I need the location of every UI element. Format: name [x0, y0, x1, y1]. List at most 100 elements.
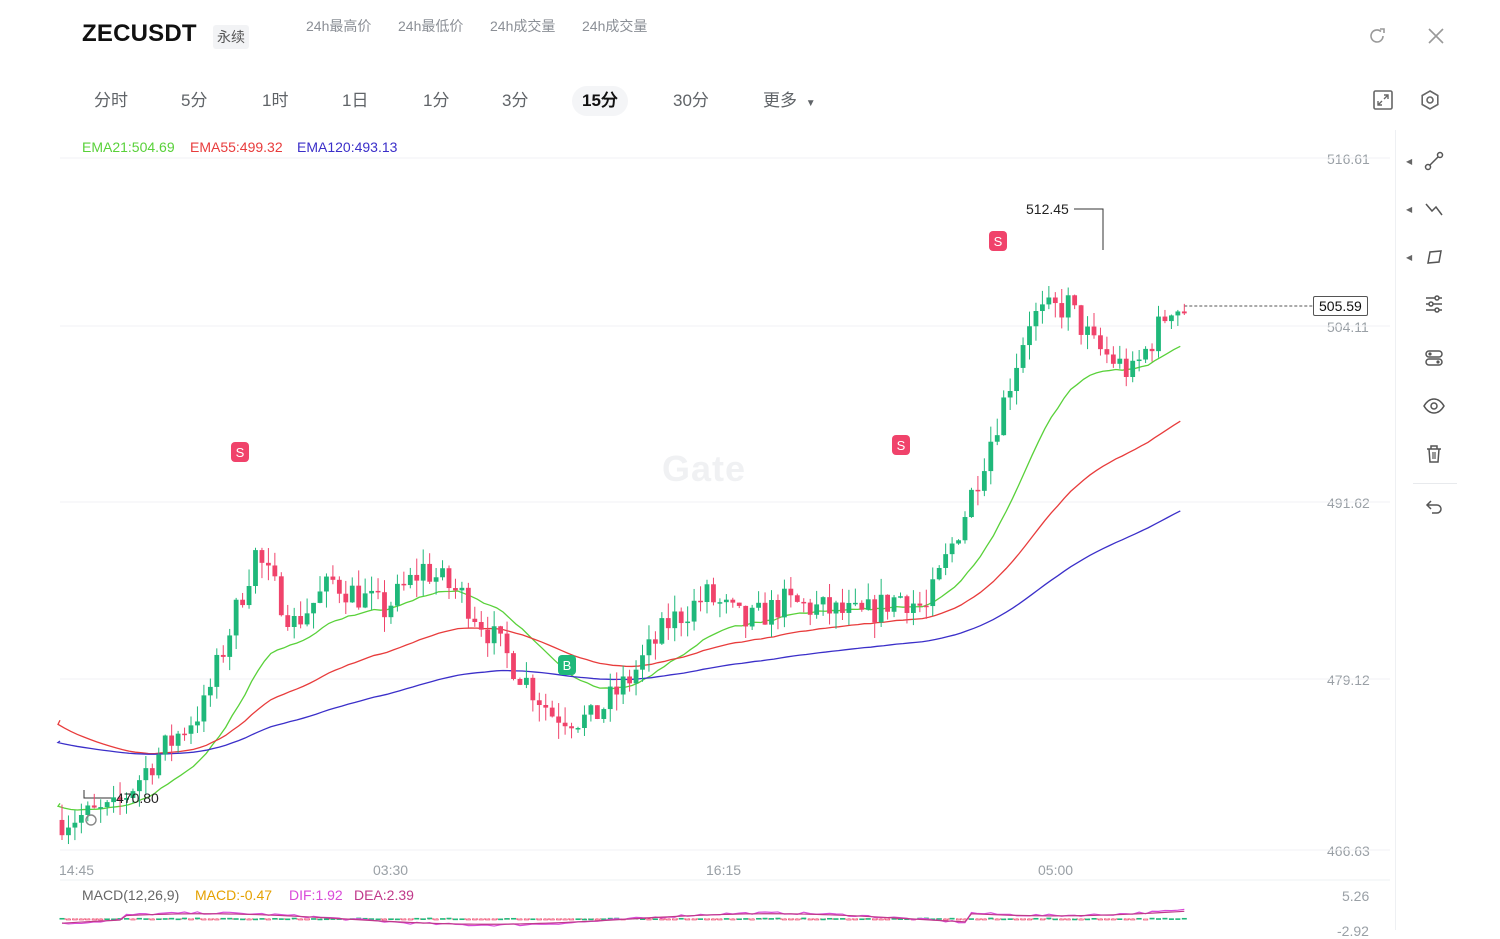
- macd-histogram-bar: [394, 918, 400, 921]
- candle-body: [769, 600, 774, 625]
- candle-body: [678, 611, 684, 624]
- macd-histogram-bar: [562, 918, 568, 921]
- candle-body: [730, 599, 736, 603]
- settings-sliders-icon[interactable]: [1420, 290, 1448, 318]
- time-tick: 03:30: [373, 862, 409, 878]
- tab-3m[interactable]: 3分: [502, 91, 529, 110]
- macd-histogram-bar: [885, 918, 891, 921]
- caret-left-icon[interactable]: ◀: [1406, 157, 1413, 166]
- candle-body: [1123, 358, 1129, 377]
- fullscreen-icon[interactable]: [1371, 88, 1395, 112]
- macd-histogram-bar: [272, 918, 278, 920]
- macd-histogram-bar: [175, 918, 181, 921]
- candle-body: [852, 602, 858, 605]
- macd-histogram-bar: [156, 918, 162, 921]
- visibility-toggle-icon: [85, 814, 97, 826]
- candle-body: [607, 686, 613, 710]
- macd-histogram-bar: [581, 918, 587, 921]
- tab-30m[interactable]: 30分: [673, 91, 709, 110]
- macd-dea-label: DEA:2.39: [354, 887, 414, 903]
- macd-histogram-bar: [859, 918, 865, 921]
- candle-body: [369, 590, 374, 594]
- trend-tool-icon[interactable]: [1420, 195, 1448, 223]
- time-tick: 14:45: [59, 862, 95, 878]
- macd-histogram-bar: [291, 917, 297, 920]
- candle-body: [524, 677, 529, 685]
- candle-body: [1136, 359, 1142, 362]
- macd-histogram-bar: [730, 918, 736, 921]
- tab-more[interactable]: 更多 ▼: [753, 86, 826, 116]
- sell-signal-badge: [892, 435, 910, 455]
- macd-histogram-bar: [285, 918, 291, 921]
- ema21-line: [56, 345, 1181, 811]
- close-icon[interactable]: [1424, 24, 1448, 48]
- macd-histogram-bar: [1085, 918, 1091, 921]
- macd-histogram-bar: [1027, 918, 1033, 921]
- candle-body: [420, 563, 426, 581]
- eye-icon[interactable]: [1420, 392, 1448, 420]
- tab-1d[interactable]: 1日: [342, 91, 369, 110]
- macd-histogram-bar: [820, 918, 826, 921]
- candle-body: [911, 603, 916, 613]
- candle-body: [1149, 348, 1155, 352]
- undo-icon[interactable]: [1420, 493, 1448, 521]
- macd-histogram-bar: [956, 918, 962, 921]
- refresh-icon[interactable]: [1365, 24, 1389, 48]
- macd-histogram-bar: [1110, 918, 1116, 921]
- time-tick: 05:00: [1038, 862, 1074, 878]
- candle-body: [453, 588, 458, 591]
- indicator-toggle-icon[interactable]: [1420, 344, 1448, 372]
- macd-histogram-bar: [943, 918, 949, 921]
- candle-body: [601, 709, 607, 719]
- tab-1m[interactable]: 1分: [423, 91, 450, 110]
- macd-histogram-bar: [240, 918, 246, 921]
- macd-histogram-bar: [265, 918, 271, 921]
- macd-histogram-bar: [646, 918, 652, 921]
- chart-settings-icon[interactable]: [1418, 88, 1442, 112]
- candle-body: [1020, 345, 1026, 368]
- candle-body: [111, 797, 116, 803]
- candle-body: [349, 585, 355, 603]
- candle-body: [665, 618, 671, 629]
- candle-body: [220, 654, 226, 657]
- tab-5m[interactable]: 5分: [181, 91, 208, 110]
- candle-body: [620, 676, 626, 695]
- candle-body: [433, 577, 439, 582]
- candle-body: [311, 602, 316, 614]
- macd-histogram-bar: [1123, 918, 1129, 921]
- candle-body: [981, 471, 987, 491]
- trash-icon[interactable]: [1420, 440, 1448, 468]
- candle-body: [233, 599, 239, 636]
- macd-histogram-bar: [1104, 918, 1110, 921]
- tab-timeline[interactable]: 分时: [94, 91, 128, 110]
- tab-1h[interactable]: 1时: [262, 91, 289, 110]
- candle-body: [594, 705, 600, 719]
- macd-histogram-bar: [104, 918, 110, 921]
- tab-15m[interactable]: 15分: [572, 86, 628, 116]
- candle-body: [485, 629, 491, 644]
- macd-histogram-bar: [1078, 918, 1084, 921]
- candle-body: [775, 600, 781, 618]
- candle-body: [124, 798, 129, 800]
- candle-body: [414, 574, 420, 581]
- candle-body: [246, 586, 252, 606]
- candle-body: [923, 605, 929, 608]
- macd-histogram-bar: [465, 918, 471, 921]
- macd-histogram-bar: [504, 918, 510, 920]
- macd-dea-line: [61, 910, 1185, 925]
- candlestick-chart[interactable]: S B S S: [0, 0, 1395, 938]
- candle-body: [736, 602, 742, 606]
- caret-left-icon[interactable]: ◀: [1406, 253, 1413, 262]
- macd-histogram-bar: [188, 918, 194, 921]
- candle-body: [704, 584, 710, 603]
- candle-body: [472, 618, 478, 623]
- candle-body: [1072, 295, 1078, 306]
- shape-tool-icon[interactable]: [1420, 243, 1448, 271]
- macd-histogram-bar: [691, 918, 697, 921]
- candle-body: [1078, 305, 1084, 335]
- macd-histogram-bar: [65, 918, 71, 921]
- caret-left-icon[interactable]: ◀: [1406, 205, 1413, 214]
- candle-body: [833, 602, 839, 614]
- candle-body: [943, 554, 949, 568]
- line-tool-icon[interactable]: [1420, 147, 1448, 175]
